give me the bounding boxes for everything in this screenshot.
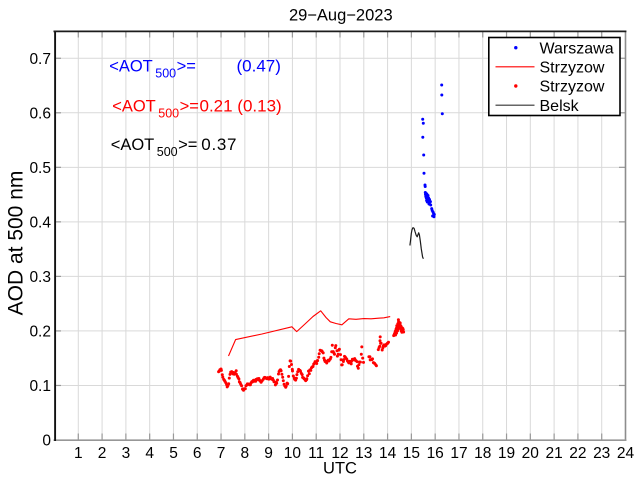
svg-text:0.1: 0.1 <box>29 378 51 395</box>
svg-text:22: 22 <box>569 445 586 462</box>
svg-text:24: 24 <box>617 445 635 462</box>
svg-text:12: 12 <box>331 445 348 462</box>
svg-text:3: 3 <box>122 445 131 462</box>
svg-text:21: 21 <box>545 445 562 462</box>
svg-text:0.6: 0.6 <box>29 105 51 122</box>
svg-text:9: 9 <box>264 445 273 462</box>
svg-text:Belsk: Belsk <box>540 98 580 115</box>
svg-text:0.21 (0.13): 0.21 (0.13) <box>200 96 282 115</box>
svg-text:0.37: 0.37 <box>201 135 237 154</box>
svg-text:UTC: UTC <box>323 460 357 478</box>
svg-text:Strzyzow: Strzyzow <box>540 60 605 77</box>
svg-text:5: 5 <box>169 445 178 462</box>
svg-text:2: 2 <box>98 445 107 462</box>
svg-text:6: 6 <box>193 445 202 462</box>
svg-text:0.4: 0.4 <box>29 215 51 232</box>
svg-text:10: 10 <box>284 445 302 462</box>
svg-text:15: 15 <box>403 445 420 462</box>
svg-text:23: 23 <box>593 445 610 462</box>
svg-text:11: 11 <box>308 445 324 462</box>
svg-text:(0.47): (0.47) <box>237 56 281 75</box>
svg-text:4: 4 <box>145 445 154 462</box>
svg-text:18: 18 <box>474 445 491 462</box>
svg-text:19: 19 <box>498 445 515 462</box>
svg-text:17: 17 <box>450 445 467 462</box>
svg-text:0.3: 0.3 <box>29 269 51 286</box>
svg-text:29−Aug−2023: 29−Aug−2023 <box>289 7 393 25</box>
svg-text:Strzyzow: Strzyzow <box>540 79 605 96</box>
svg-text:0.7: 0.7 <box>29 51 51 68</box>
svg-text:13: 13 <box>355 445 372 462</box>
svg-text:0.5: 0.5 <box>29 160 51 177</box>
svg-text:1: 1 <box>74 445 83 462</box>
svg-text:16: 16 <box>427 445 444 462</box>
svg-text:7: 7 <box>217 445 226 462</box>
svg-text:8: 8 <box>240 445 249 462</box>
svg-text:0.2: 0.2 <box>29 324 51 341</box>
svg-text:AOD at 500 nm: AOD at 500 nm <box>4 171 27 316</box>
svg-text:0: 0 <box>42 433 51 450</box>
svg-text:Warszawa: Warszawa <box>540 40 614 57</box>
svg-text:20: 20 <box>522 445 540 462</box>
svg-text:14: 14 <box>379 445 397 462</box>
